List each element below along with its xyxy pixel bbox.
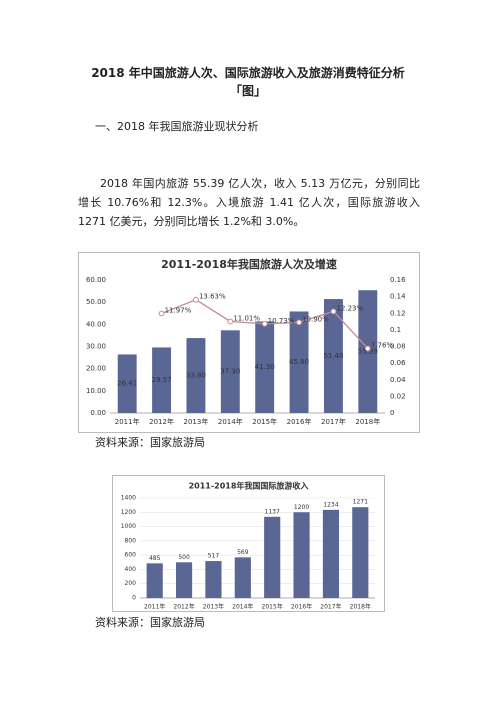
y-tick-label: 200 xyxy=(125,580,137,587)
x-tick-label: 2013年 xyxy=(184,417,209,426)
data-label: 41.30 xyxy=(255,363,275,371)
data-label: 26.41 xyxy=(117,380,137,388)
y-tick-label: 400 xyxy=(125,566,137,573)
y2-tick-label: 0.16 xyxy=(390,276,406,284)
data-label: 51.40 xyxy=(323,352,343,360)
data-label: 55.39 xyxy=(358,348,378,356)
bar xyxy=(323,299,343,413)
y2-tick-label: 0.08 xyxy=(390,343,406,351)
section-heading: 一、2018 年我国旅游业现状分析 xyxy=(95,120,259,133)
line-marker xyxy=(261,320,268,327)
data-label: 1234 xyxy=(323,501,338,508)
data-label: 517 xyxy=(208,553,220,560)
line-label: 10.73% xyxy=(268,317,295,325)
x-tick-label: 2014年 xyxy=(232,603,253,611)
data-label: 1200 xyxy=(294,504,309,511)
line-marker xyxy=(364,345,371,352)
y-tick-label: 10.00 xyxy=(86,387,106,395)
y2-tick-label: 0 xyxy=(390,409,394,417)
y-tick-label: 1400 xyxy=(121,495,136,502)
bar xyxy=(175,562,193,598)
x-tick-label: 2015年 xyxy=(262,603,283,611)
line-label: 11.01% xyxy=(233,314,260,322)
x-tick-label: 2016年 xyxy=(291,603,312,611)
x-tick-label: 2011年 xyxy=(144,603,165,611)
y-tick-label: 600 xyxy=(125,552,137,559)
data-label: 569 xyxy=(237,549,249,556)
line-marker xyxy=(296,319,302,326)
bar xyxy=(117,354,137,413)
data-label: 37.30 xyxy=(220,368,240,376)
line-marker xyxy=(330,308,337,315)
bar xyxy=(234,557,251,598)
y-tick-label: 30.00 xyxy=(86,343,106,351)
data-label: 485 xyxy=(149,555,161,562)
bar xyxy=(205,561,222,598)
bar xyxy=(255,321,275,413)
bar xyxy=(152,347,172,413)
source: 资料来源：国家旅游局 xyxy=(95,616,205,629)
line-label: 11.97% xyxy=(165,306,192,314)
y2-tick-label: 0.02 xyxy=(390,392,406,400)
line-marker xyxy=(227,318,234,325)
x-tick-label: 2012年 xyxy=(149,417,174,426)
y-tick-label: 1000 xyxy=(121,523,136,530)
line-label: 12.23% xyxy=(336,304,363,312)
bar xyxy=(220,330,240,413)
line-label: 13.63% xyxy=(199,293,226,301)
line-label: 7.76% xyxy=(371,341,394,349)
y-tick-label: 800 xyxy=(125,537,137,544)
x-tick-label: 2018年 xyxy=(350,603,371,611)
chart: 2011-2018年我国旅游人次及增速 0.00 10.00 20.00 30.00 40… xyxy=(78,252,420,433)
data-label: 45.80 xyxy=(289,358,309,366)
data-label: 1137 xyxy=(265,508,280,515)
data-label: 500 xyxy=(178,554,190,561)
data-label: 29.57 xyxy=(152,376,172,384)
line-marker xyxy=(193,296,199,303)
x-tick-label: 2011年 xyxy=(115,417,140,426)
y-tick-label: 0.00 xyxy=(90,409,106,417)
source: 资料来源：国家旅游局 xyxy=(95,436,205,449)
data-label: 33.80 xyxy=(186,372,206,380)
line-marker xyxy=(158,310,165,317)
y-tick-label: 50.00 xyxy=(86,298,106,306)
y-tick-label: 1200 xyxy=(121,509,136,516)
data-label: 1271 xyxy=(353,499,368,506)
doc-title: 2018 年中国旅游人次、国际旅游收入及旅游消费特征分析 xyxy=(91,66,405,80)
chart-frame xyxy=(78,252,420,433)
y2-tick-label: 0.04 xyxy=(390,376,406,384)
bar xyxy=(322,509,340,598)
y2-tick-label: 0.06 xyxy=(390,359,406,367)
bar xyxy=(289,311,309,413)
x-tick-label: 2018年 xyxy=(355,417,380,426)
y-tick-label: 0 xyxy=(132,595,136,602)
x-tick-label: 2016年 xyxy=(287,417,312,426)
bar xyxy=(186,338,206,413)
x-tick-label: 2014年 xyxy=(218,417,243,426)
bar xyxy=(358,290,378,413)
x-tick-label: 2013年 xyxy=(203,603,224,611)
x-tick-label: 2017年 xyxy=(321,417,346,426)
bar xyxy=(146,563,163,598)
chart-title: 2011-2018年我国旅游人次及增速 xyxy=(161,257,337,271)
x-tick-label: 2015年 xyxy=(252,417,277,426)
chart-title: 2011-2018年我国国际旅游收入 xyxy=(189,481,309,491)
bar xyxy=(264,516,281,598)
bar xyxy=(293,512,310,598)
doc-title: 「图」 xyxy=(229,84,266,98)
line-label: 10.90% xyxy=(302,315,329,323)
x-tick-label: 2017年 xyxy=(320,603,341,611)
y2-tick-label: 0.1 xyxy=(390,326,401,334)
bar xyxy=(352,507,369,598)
y-tick-label: 20.00 xyxy=(86,365,106,373)
y-tick-label: 40.00 xyxy=(86,320,106,328)
y2-tick-label: 0.12 xyxy=(390,309,406,317)
y2-tick-label: 0.14 xyxy=(390,293,406,301)
chart: 2011-2018年我国国际旅游收入 0 200 400 600 800 1000 1200 1… xyxy=(112,475,385,612)
paragraph: 2018 年国内旅游 55.39 亿人次，收入 5.13 万亿元，分别同比增长 … xyxy=(78,177,420,228)
x-tick-label: 2012年 xyxy=(173,603,194,611)
chart-frame xyxy=(112,475,385,612)
y-tick-label: 60.00 xyxy=(86,276,106,284)
